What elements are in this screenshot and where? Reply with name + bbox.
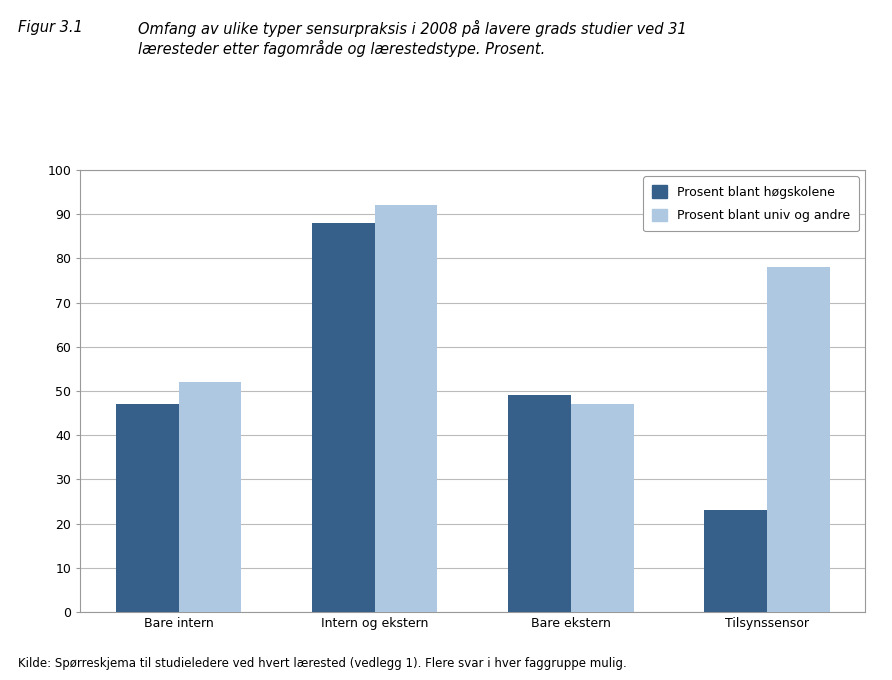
Bar [508, 396, 571, 612]
Bar [178, 382, 242, 612]
Bar [312, 223, 375, 612]
Text: Kilde: Spørreskjema til studieledere ved hvert lærested (vedlegg 1). Flere svar : Kilde: Spørreskjema til studieledere ved… [18, 657, 626, 670]
Bar [704, 510, 767, 612]
Text: Figur 3.1: Figur 3.1 [18, 20, 83, 35]
Bar [571, 404, 633, 612]
Text: Omfang av ulike typer sensurpraksis i 2008 på lavere grads studier ved 31
lærest: Omfang av ulike typer sensurpraksis i 20… [138, 20, 687, 57]
Bar [116, 404, 178, 612]
Bar [375, 205, 437, 612]
Bar [767, 267, 830, 612]
Legend: Prosent blant høgskolene, Prosent blant univ og andre: Prosent blant høgskolene, Prosent blant … [643, 176, 859, 231]
